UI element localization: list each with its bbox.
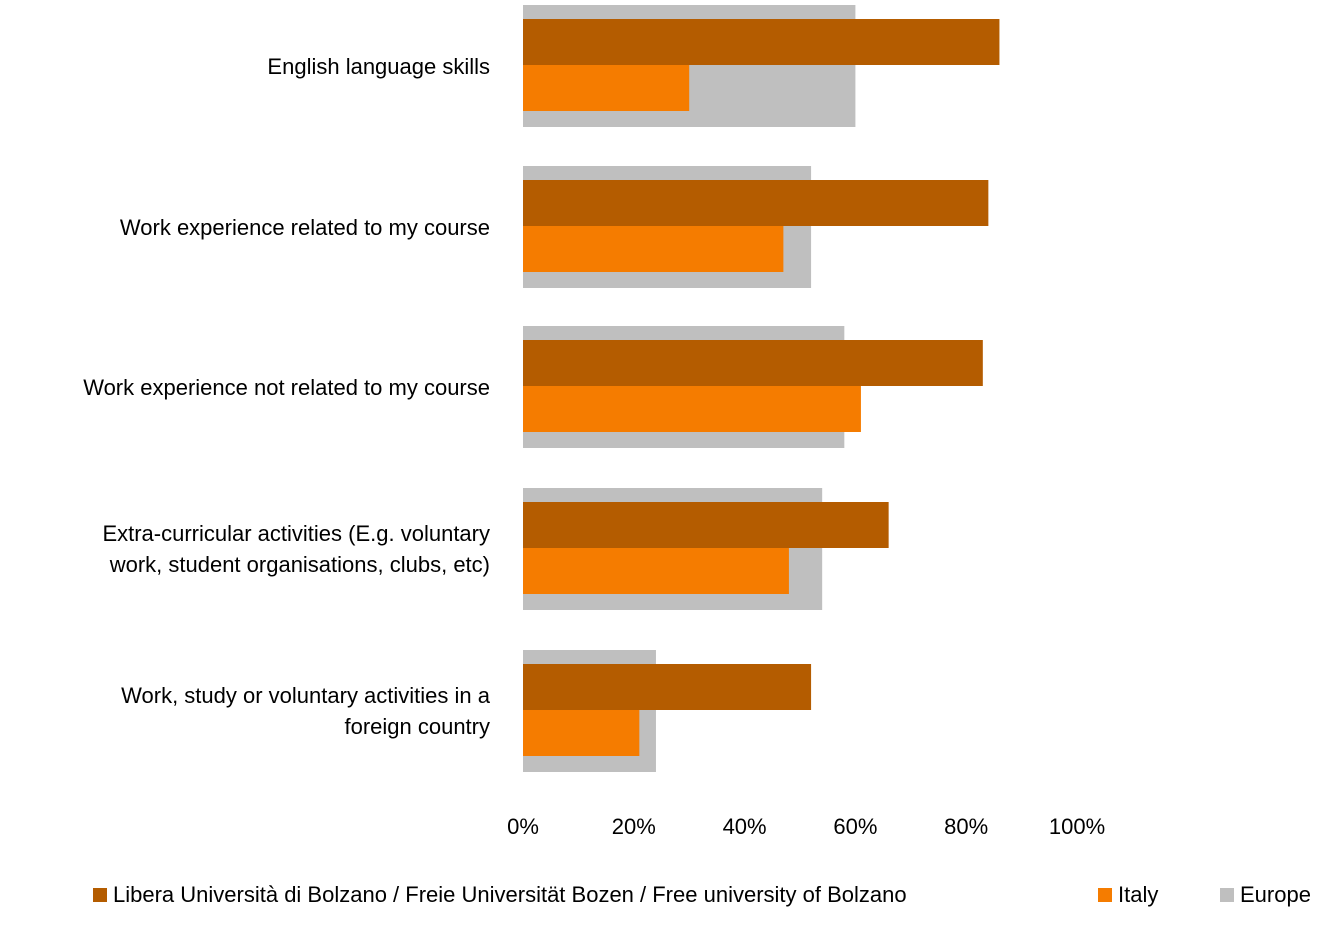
chart-plot (523, 5, 1000, 772)
category-label-line: work, student organisations, clubs, etc) (109, 552, 490, 577)
x-tick-label: 60% (833, 814, 878, 839)
legend: Libera Università di Bolzano / Freie Uni… (0, 882, 1339, 912)
legend-swatch-europe (1220, 888, 1234, 902)
bar-italy-3 (523, 548, 789, 594)
category-label: English language skills (0, 51, 490, 82)
legend-item-europe: Europe (1220, 882, 1311, 908)
bar-italy-4 (523, 710, 640, 756)
category-label-line: Extra-curricular activities (E.g. volunt… (102, 521, 490, 546)
legend-label-bolzano: Libera Università di Bolzano / Freie Uni… (113, 882, 907, 907)
legend-item-bolzano: Libera Università di Bolzano / Freie Uni… (93, 882, 907, 908)
x-tick-label: 40% (722, 814, 767, 839)
legend-swatch-italy (1098, 888, 1112, 902)
bar-bolzano-1 (523, 180, 989, 226)
category-label-line: Work experience related to my course (119, 214, 490, 240)
category-label-line: English language skills (267, 53, 490, 79)
bar-bolzano-4 (523, 664, 812, 710)
bar-bolzano-2 (523, 340, 983, 386)
category-label-line: Work experience not related to my course (83, 374, 490, 400)
category-label-line: foreign country (344, 714, 490, 739)
category-label: Work, study or voluntary activities in a… (0, 680, 490, 742)
category-label: Work experience not related to my course (0, 372, 490, 403)
legend-label-italy: Italy (1118, 882, 1159, 907)
category-label: Work experience related to my course (0, 212, 490, 243)
legend-item-italy: Italy (1098, 882, 1158, 908)
bar-italy-1 (523, 226, 784, 272)
bar-bolzano-3 (523, 502, 889, 548)
legend-label-europe: Europe (1240, 882, 1311, 907)
legend-swatch-bolzano (93, 888, 107, 902)
x-tick-label: 100% (1048, 814, 1106, 839)
category-label-line: Work, study or voluntary activities in a (121, 683, 490, 708)
bar-italy-0 (523, 65, 690, 111)
x-tick-label: 0% (507, 814, 539, 839)
x-tick-label: 20% (611, 814, 656, 839)
x-tick-label: 80% (944, 814, 989, 839)
bar-italy-2 (523, 386, 861, 432)
bar-bolzano-0 (523, 19, 1000, 65)
category-label: Extra-curricular activities (E.g. volunt… (0, 518, 490, 580)
